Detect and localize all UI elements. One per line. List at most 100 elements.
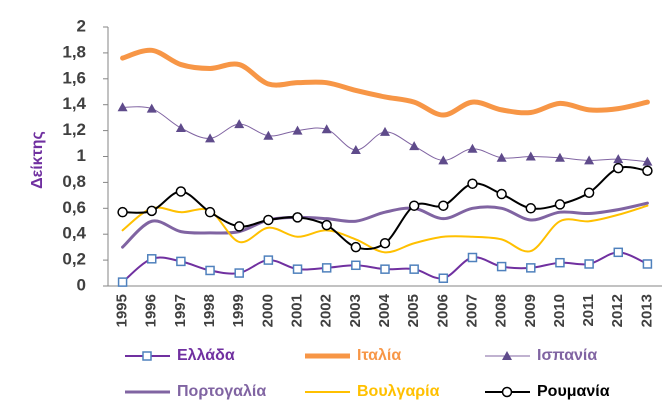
line	[121, 201, 649, 249]
marker	[176, 256, 186, 267]
marker	[526, 263, 536, 273]
marker	[467, 178, 478, 189]
marker	[496, 188, 507, 200]
marker	[642, 259, 653, 269]
legend-marker	[501, 386, 513, 398]
marker	[117, 277, 128, 287]
marker	[263, 130, 274, 140]
legend-label: Ισπανία	[537, 347, 597, 364]
marker	[613, 247, 624, 258]
marker	[496, 261, 507, 272]
legend-label: Πορτογαλία	[177, 383, 266, 400]
marker	[583, 187, 595, 199]
legend-marker	[502, 351, 512, 360]
marker	[379, 238, 391, 249]
marker	[351, 260, 361, 271]
marker	[496, 152, 507, 162]
x-tick-label: 2011	[580, 294, 597, 327]
x-tick-label: 1996	[143, 294, 160, 327]
marker	[233, 221, 245, 232]
y-tick-label: 1	[77, 146, 86, 165]
marker	[117, 102, 128, 112]
series	[117, 247, 653, 287]
x-tick-label: 2000	[259, 294, 276, 327]
marker	[525, 151, 536, 161]
marker	[380, 126, 390, 136]
marker	[263, 214, 274, 226]
x-tick-label: 1999	[230, 294, 247, 327]
marker	[350, 145, 361, 155]
line	[121, 165, 649, 251]
y-tick-label: 0,8	[62, 172, 86, 191]
x-tick-label: 1997	[172, 294, 189, 327]
marker	[292, 212, 303, 223]
x-tick-label: 2005	[405, 294, 422, 327]
marker	[584, 155, 595, 165]
marker	[467, 252, 478, 263]
series	[121, 201, 649, 249]
y-tick-label: 0,4	[62, 224, 86, 243]
marker	[205, 133, 216, 143]
y-tick-label: 0,6	[62, 198, 86, 217]
marker	[409, 264, 419, 274]
marker	[205, 265, 215, 276]
marker	[642, 165, 653, 176]
marker	[321, 219, 332, 231]
marker	[234, 119, 245, 129]
marker	[234, 268, 244, 278]
y-axis-label: Δείκτης	[29, 131, 46, 189]
series	[120, 47, 650, 118]
marker	[438, 155, 449, 165]
marker	[146, 103, 157, 113]
marker	[554, 199, 566, 210]
marker	[438, 273, 449, 283]
marker	[175, 123, 186, 133]
marker	[613, 154, 624, 164]
marker	[613, 162, 624, 174]
marker	[117, 206, 128, 218]
x-tick-label: 2007	[463, 294, 480, 327]
marker	[321, 124, 332, 134]
y-tick-label: 1,8	[62, 42, 86, 61]
y-tick-label: 1,2	[62, 120, 86, 139]
legend-marker	[142, 351, 152, 361]
marker	[350, 241, 362, 253]
x-tick-label: 2010	[551, 294, 568, 327]
legend-label: Ελλάδα	[177, 347, 235, 364]
line	[120, 47, 650, 118]
x-tick-label: 2002	[318, 294, 335, 327]
y-tick-label: 2	[77, 16, 86, 35]
marker	[204, 206, 216, 218]
marker	[292, 125, 303, 135]
marker	[175, 186, 187, 197]
x-tick-label: 2004	[376, 293, 393, 327]
legend-label: Ρουμανία	[537, 383, 610, 400]
series	[117, 102, 653, 166]
marker	[292, 264, 303, 274]
marker	[408, 200, 420, 211]
marker	[263, 255, 274, 265]
legend-label: Βουλγαρία	[357, 383, 440, 400]
marker	[146, 205, 157, 217]
x-tick-label: 2008	[493, 294, 510, 327]
y-tick-label: 0,2	[62, 250, 86, 269]
marker	[409, 141, 420, 151]
series	[117, 162, 653, 253]
x-tick-label: 1995	[114, 294, 131, 327]
y-tick-label: 1,4	[62, 94, 86, 113]
marker	[467, 143, 478, 153]
x-tick-label: 1998	[201, 294, 218, 327]
marker	[555, 257, 565, 268]
marker	[146, 254, 157, 264]
marker	[321, 263, 332, 273]
x-tick-label: 2003	[347, 294, 364, 327]
x-tick-label: 2013	[638, 294, 655, 327]
marker	[554, 152, 565, 162]
y-tick-label: 1,6	[62, 68, 86, 87]
marker	[642, 156, 653, 166]
x-tick-label: 2006	[434, 294, 451, 327]
x-tick-label: 2012	[609, 294, 626, 327]
y-tick-label: 0	[77, 275, 86, 294]
x-tick-label: 2001	[288, 294, 305, 327]
